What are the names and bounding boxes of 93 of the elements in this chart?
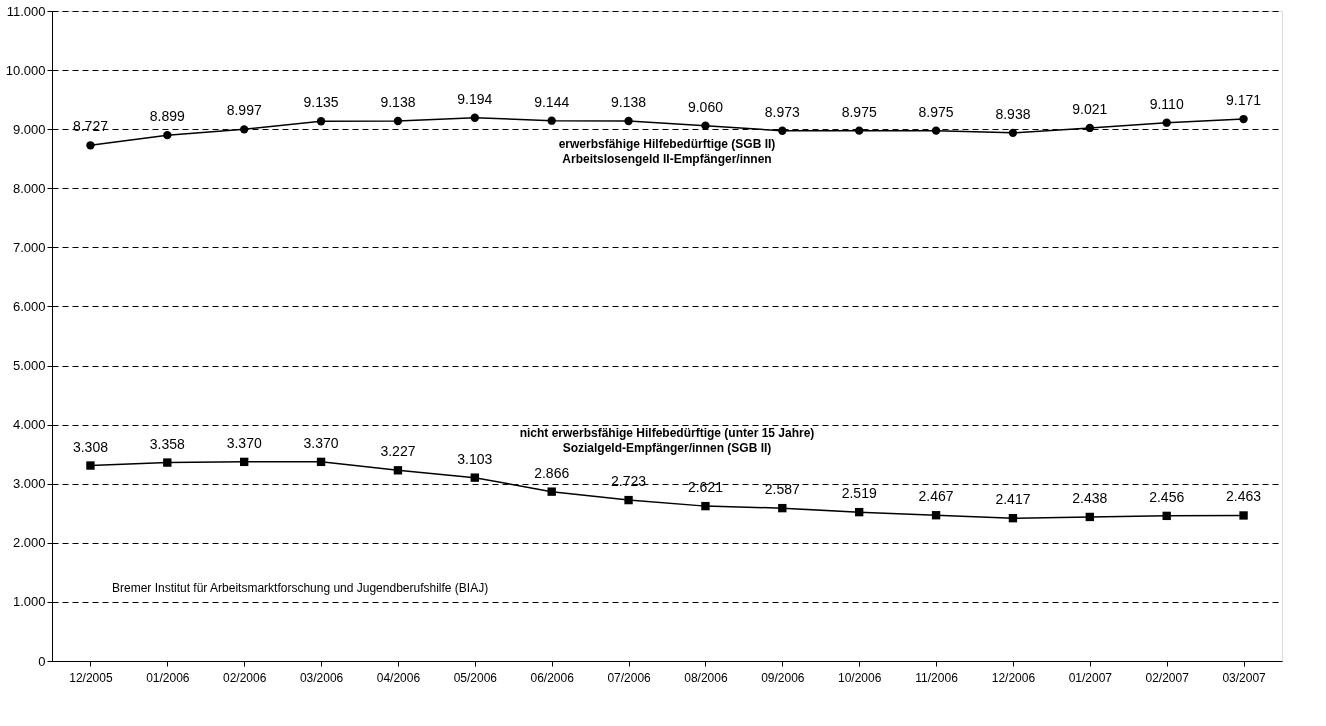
point xyxy=(240,457,249,467)
data-label: 2.463 xyxy=(1226,488,1262,505)
data-label: 3.370 xyxy=(303,434,339,451)
x-tick-label: 07/2006 xyxy=(607,670,652,685)
data-label: 8.975 xyxy=(841,103,877,120)
point xyxy=(240,125,249,134)
data-label: 8.899 xyxy=(149,108,186,125)
point xyxy=(778,126,787,135)
y-tick-label: 4.000 xyxy=(12,417,46,433)
data-label: 3.103 xyxy=(457,450,493,467)
point xyxy=(316,117,326,126)
x-tick-label: 02/2006 xyxy=(222,670,267,685)
data-label: 2.519 xyxy=(841,485,877,502)
point xyxy=(316,457,326,467)
point xyxy=(701,121,710,130)
x-tick-label: 04/2006 xyxy=(376,670,421,685)
data-label: 9.138 xyxy=(611,94,647,111)
x-tick-label: 05/2006 xyxy=(453,670,498,685)
x-tick-label: 02/2007 xyxy=(1145,670,1190,685)
point xyxy=(163,130,172,140)
point xyxy=(393,466,403,475)
x-tick-label: 09/2006 xyxy=(761,670,805,685)
point xyxy=(393,116,403,126)
data-label: 3.358 xyxy=(149,435,186,452)
series-label: erwerbsfähige Hilfebedürftige (SGB II) Arbeitslosengeld II-Empfänger/innen xyxy=(558,136,776,166)
data-label: 8.997 xyxy=(226,102,262,119)
data-label: 8.973 xyxy=(764,103,801,120)
point xyxy=(855,126,864,135)
y-tick-label: 1.000 xyxy=(12,594,46,610)
data-label: 9.171 xyxy=(1226,92,1262,109)
text: nicht erwerbsfähige Hilfebedürftige (unter 15 Jahre) Sozialgeld-Empfänger/innen (SGB II) xyxy=(519,425,815,455)
x-tick-label: 01/2006 xyxy=(146,670,190,685)
point xyxy=(931,511,941,520)
point xyxy=(1085,512,1094,522)
data-label: 2.621 xyxy=(687,479,724,496)
x-tick-label: 10/2006 xyxy=(837,670,882,685)
data-label: 2.866 xyxy=(534,464,570,481)
data-label: 9.138 xyxy=(380,94,416,111)
data-label: 3.227 xyxy=(380,443,416,460)
y-tick-label: 0 xyxy=(38,653,46,669)
point xyxy=(1239,511,1248,520)
point xyxy=(1239,114,1248,124)
point xyxy=(1162,118,1171,127)
point xyxy=(855,507,864,517)
point xyxy=(624,495,633,505)
point xyxy=(1008,513,1018,523)
x-tick-label: 12/2005 xyxy=(69,670,113,685)
point xyxy=(86,141,95,150)
point xyxy=(163,458,172,467)
y-tick-label: 2.000 xyxy=(12,535,46,551)
annotation: Bremer Institut für Arbeitsmarktforschung und Jugendberufshilfe (BIAJ) xyxy=(112,580,489,595)
point xyxy=(1085,123,1094,133)
data-label: 8.938 xyxy=(995,105,1031,122)
data-label: 9.110 xyxy=(1149,95,1184,112)
point xyxy=(547,487,556,496)
x-tick-label: 01/2007 xyxy=(1068,670,1113,685)
data-label: 8.975 xyxy=(918,103,954,120)
x-tick-label: 06/2006 xyxy=(530,670,575,685)
x-tick-label: 03/2006 xyxy=(299,670,344,685)
x-tick-label: 12/2006 xyxy=(991,670,1036,685)
y-tick-label: 11.000 xyxy=(6,3,46,19)
data-label: 9.194 xyxy=(457,90,493,107)
y-tick-label: 10.000 xyxy=(5,62,46,78)
data-label: 2.438 xyxy=(1072,489,1108,506)
point xyxy=(931,126,941,135)
point xyxy=(624,116,633,126)
data-label: 2.467 xyxy=(918,488,954,505)
point xyxy=(86,461,95,470)
x-tick-label: 11/2006 xyxy=(915,670,959,685)
point xyxy=(547,116,556,125)
data-label: 3.308 xyxy=(72,438,109,455)
data-label: 9.060 xyxy=(687,98,724,115)
data-label: 3.370 xyxy=(226,434,262,451)
y-tick-label: 6.000 xyxy=(12,298,46,314)
y-tick-label: 3.000 xyxy=(12,476,46,492)
point xyxy=(1162,511,1171,521)
y-tick-label: 5.000 xyxy=(12,358,46,374)
y-tick-label: 8.000 xyxy=(12,180,46,196)
y-tick-label: 9.000 xyxy=(12,121,46,137)
y-tick-label: 7.000 xyxy=(12,239,46,255)
point xyxy=(778,503,787,513)
data-label: 2.417 xyxy=(995,491,1031,508)
data-label: 9.135 xyxy=(303,94,339,111)
x-tick-label: 08/2006 xyxy=(684,670,728,685)
data-label: 9.021 xyxy=(1072,100,1108,117)
point xyxy=(701,501,710,511)
point xyxy=(1008,128,1018,138)
x-tick-label: 03/2007 xyxy=(1222,670,1267,685)
data-label: 2.456 xyxy=(1149,488,1185,505)
data-label: 9.144 xyxy=(534,93,570,110)
point xyxy=(470,113,479,122)
data-label: 2.723 xyxy=(611,473,647,490)
point xyxy=(470,473,479,482)
